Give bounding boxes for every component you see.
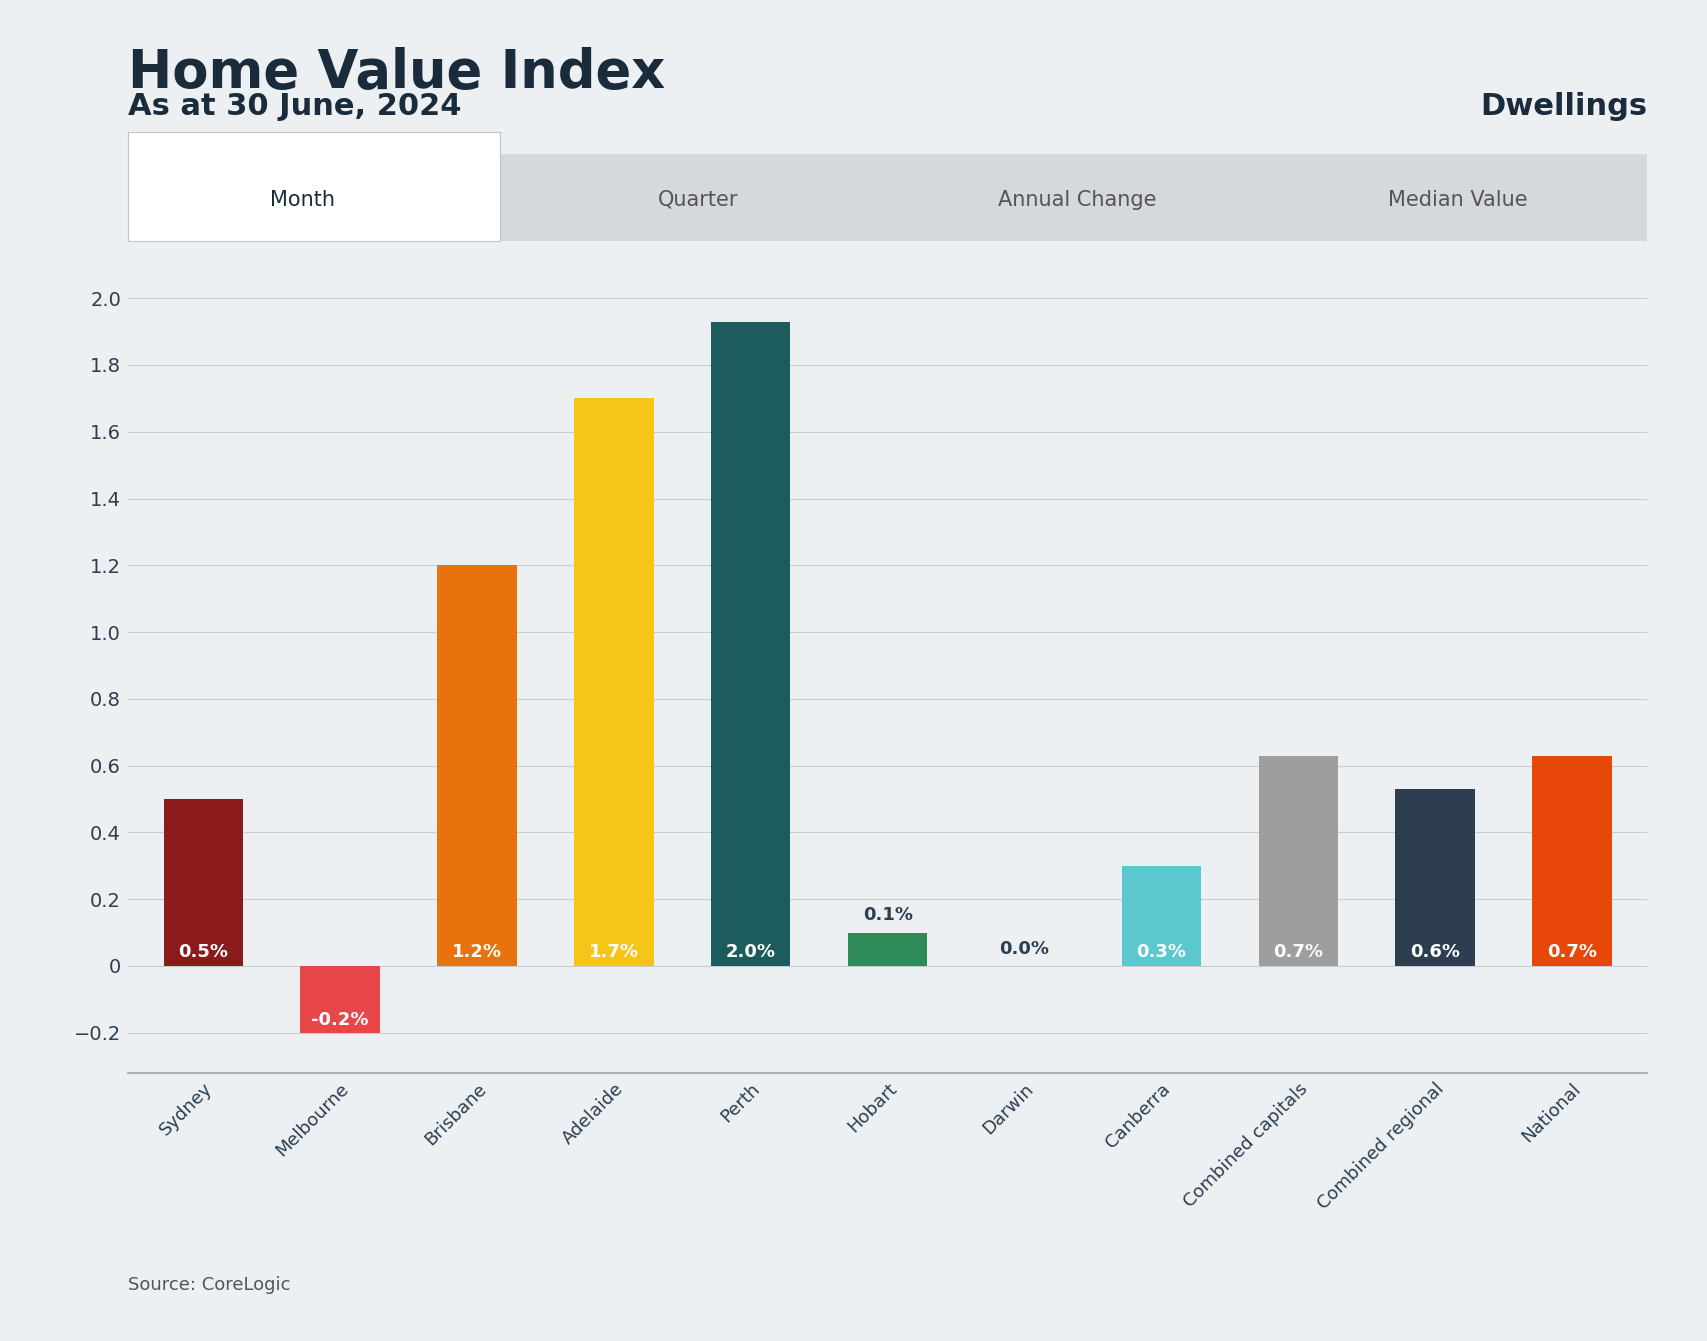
Bar bbox=[164, 799, 242, 966]
Bar bbox=[1121, 866, 1202, 966]
Text: 0.3%: 0.3% bbox=[1137, 943, 1186, 961]
Text: Median Value: Median Value bbox=[1388, 189, 1528, 209]
Text: Home Value Index: Home Value Index bbox=[128, 47, 666, 99]
Bar bbox=[1533, 755, 1611, 966]
Bar bbox=[574, 398, 654, 966]
Text: Dwellings: Dwellings bbox=[1480, 91, 1647, 121]
Text: Month: Month bbox=[270, 189, 335, 209]
Text: 0.0%: 0.0% bbox=[1000, 940, 1050, 957]
Text: -0.2%: -0.2% bbox=[311, 1011, 369, 1030]
Text: Source: CoreLogic: Source: CoreLogic bbox=[128, 1277, 290, 1294]
Bar bbox=[128, 133, 500, 241]
Text: 0.1%: 0.1% bbox=[862, 907, 913, 924]
Text: 1.7%: 1.7% bbox=[589, 943, 638, 961]
Text: 0.7%: 0.7% bbox=[1273, 943, 1323, 961]
Text: 0.6%: 0.6% bbox=[1410, 943, 1459, 961]
Bar bbox=[848, 932, 927, 966]
Bar bbox=[1258, 755, 1338, 966]
Text: 2.0%: 2.0% bbox=[725, 943, 775, 961]
Text: Quarter: Quarter bbox=[657, 189, 737, 209]
Text: Annual Change: Annual Change bbox=[999, 189, 1157, 209]
Bar bbox=[300, 966, 381, 1033]
Bar bbox=[1395, 789, 1475, 966]
Text: 0.5%: 0.5% bbox=[178, 943, 229, 961]
Text: As at 30 June, 2024: As at 30 June, 2024 bbox=[128, 91, 461, 121]
Bar bbox=[712, 322, 790, 966]
Bar bbox=[437, 566, 517, 966]
Text: 1.2%: 1.2% bbox=[452, 943, 502, 961]
Text: 0.7%: 0.7% bbox=[1547, 943, 1598, 961]
